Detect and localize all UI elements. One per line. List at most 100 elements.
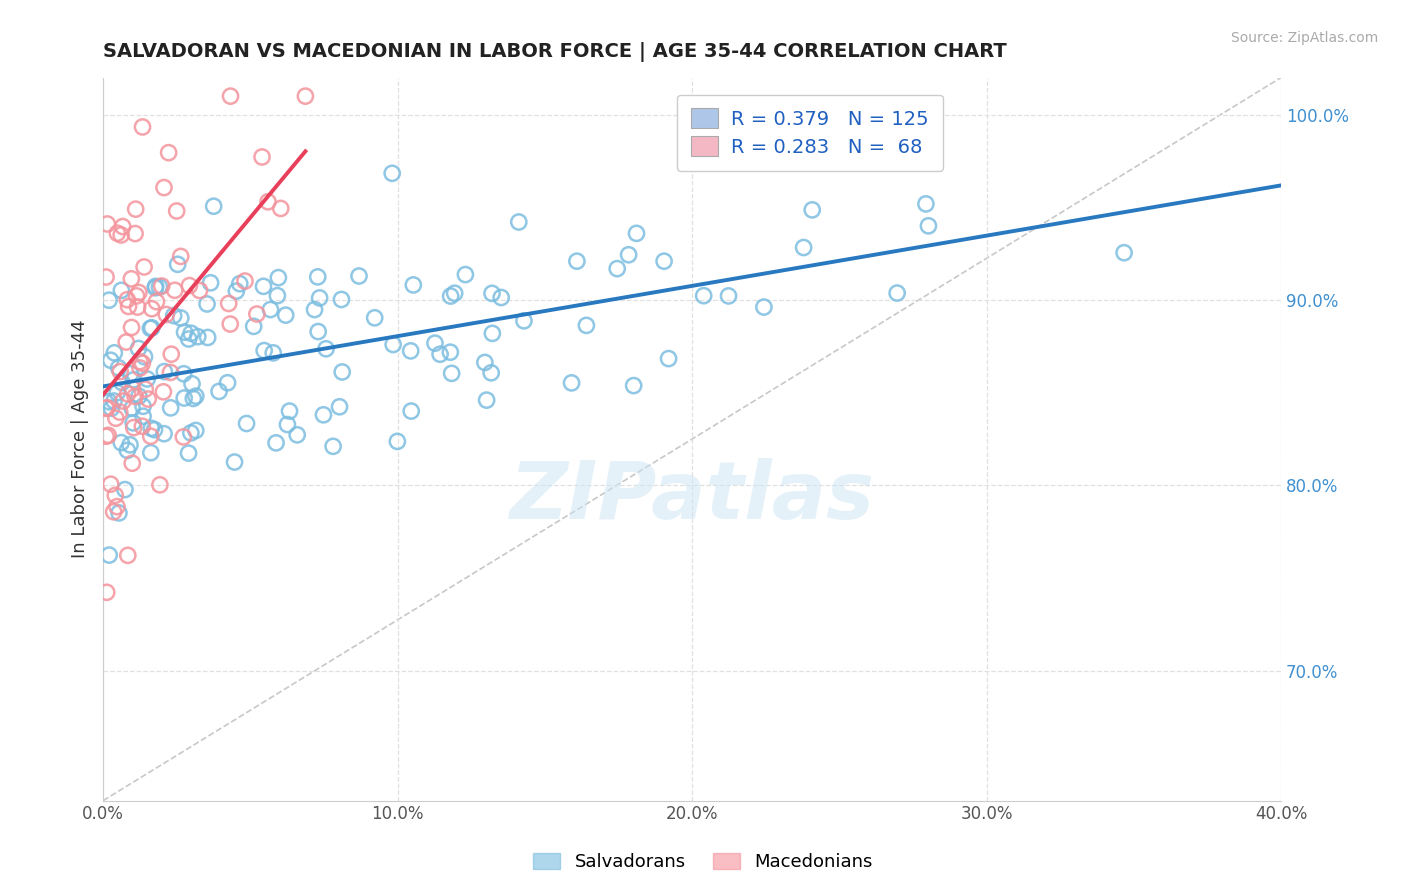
Point xyxy=(508,215,530,229)
Point xyxy=(328,400,350,414)
Point xyxy=(474,355,496,369)
Point xyxy=(233,274,256,288)
Point xyxy=(235,417,257,431)
Point xyxy=(439,345,461,359)
Point xyxy=(118,438,141,452)
Point xyxy=(111,219,134,234)
Point xyxy=(110,365,132,379)
Point xyxy=(129,361,152,376)
Point xyxy=(257,194,280,209)
Point xyxy=(96,401,118,415)
Point xyxy=(188,284,211,298)
Point xyxy=(114,483,136,497)
Point xyxy=(111,376,134,390)
Point xyxy=(108,405,131,419)
Point xyxy=(347,268,370,283)
Point xyxy=(307,269,329,284)
Point xyxy=(103,505,125,519)
Point xyxy=(479,366,502,380)
Point xyxy=(157,145,180,160)
Point xyxy=(195,297,218,311)
Point xyxy=(172,430,194,444)
Point xyxy=(242,319,264,334)
Point xyxy=(134,350,156,364)
Point xyxy=(145,279,167,293)
Point xyxy=(94,429,117,443)
Point xyxy=(141,320,163,334)
Point xyxy=(160,347,183,361)
Point xyxy=(382,337,405,351)
Point xyxy=(575,318,598,333)
Point xyxy=(481,326,503,341)
Point xyxy=(97,428,120,442)
Point xyxy=(131,120,153,134)
Point xyxy=(120,272,142,286)
Point xyxy=(177,332,200,346)
Point xyxy=(159,366,181,380)
Point xyxy=(124,389,146,403)
Point xyxy=(128,354,150,368)
Point xyxy=(122,373,145,387)
Point xyxy=(98,548,121,562)
Point xyxy=(184,389,207,403)
Point xyxy=(148,279,170,293)
Point xyxy=(104,411,127,425)
Point xyxy=(115,334,138,349)
Point xyxy=(454,268,477,282)
Point xyxy=(153,426,176,441)
Point xyxy=(187,329,209,343)
Point xyxy=(125,289,148,303)
Point xyxy=(180,425,202,440)
Point xyxy=(155,308,177,322)
Point xyxy=(270,202,292,216)
Point xyxy=(717,289,740,303)
Point xyxy=(128,389,150,403)
Point xyxy=(100,353,122,368)
Point xyxy=(294,89,316,103)
Point xyxy=(122,420,145,434)
Point xyxy=(170,249,193,263)
Point xyxy=(443,286,465,301)
Point xyxy=(128,342,150,356)
Point xyxy=(100,477,122,491)
Point xyxy=(917,219,939,233)
Legend: R = 0.379   N = 125, R = 0.283   N =  68: R = 0.379 N = 125, R = 0.283 N = 68 xyxy=(676,95,942,170)
Point xyxy=(108,506,131,520)
Point xyxy=(121,320,143,334)
Point xyxy=(561,376,583,390)
Point xyxy=(143,281,166,295)
Point xyxy=(886,286,908,301)
Point xyxy=(131,356,153,370)
Point xyxy=(150,279,173,293)
Point xyxy=(132,409,155,424)
Point xyxy=(103,394,125,409)
Point xyxy=(217,376,239,390)
Point xyxy=(229,277,252,291)
Point xyxy=(315,342,337,356)
Text: Source: ZipAtlas.com: Source: ZipAtlas.com xyxy=(1230,31,1378,45)
Point xyxy=(117,300,139,314)
Point xyxy=(173,367,195,381)
Point xyxy=(793,240,815,254)
Point xyxy=(110,227,132,242)
Point xyxy=(312,408,335,422)
Point xyxy=(105,500,128,514)
Point xyxy=(145,294,167,309)
Point xyxy=(122,416,145,430)
Point xyxy=(429,347,451,361)
Point xyxy=(259,302,281,317)
Text: ZIPatlas: ZIPatlas xyxy=(509,458,875,536)
Point xyxy=(274,308,297,322)
Point xyxy=(617,248,640,262)
Point xyxy=(225,284,247,298)
Point xyxy=(121,382,143,396)
Point xyxy=(278,404,301,418)
Point xyxy=(752,300,775,314)
Point xyxy=(224,455,246,469)
Point xyxy=(120,367,142,381)
Point xyxy=(481,286,503,301)
Point xyxy=(399,343,422,358)
Point xyxy=(134,382,156,396)
Point xyxy=(308,291,330,305)
Point xyxy=(262,346,284,360)
